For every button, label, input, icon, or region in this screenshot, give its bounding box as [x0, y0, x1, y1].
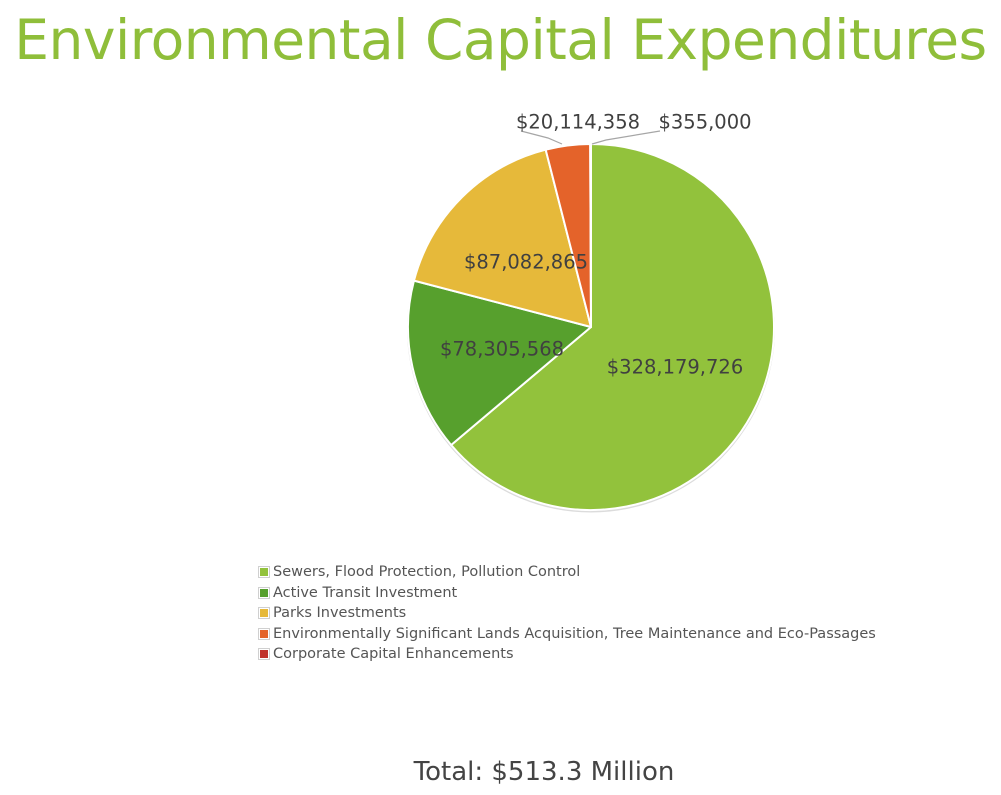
legend-swatch [258, 566, 270, 579]
data-label: $355,000 [658, 111, 751, 134]
chart-legend: Sewers, Flood Protection, Pollution Cont… [258, 562, 876, 665]
pie-slice [589, 142, 592, 328]
pie-slice [407, 279, 592, 447]
legend-label: Environmentally Significant Lands Acquis… [273, 625, 876, 642]
legend-swatch [258, 607, 270, 620]
data-label: $20,114,358 [516, 111, 640, 134]
legend-swatch [258, 627, 270, 640]
legend-swatch [258, 586, 270, 599]
pie-slice [450, 143, 775, 511]
leader-line [520, 130, 563, 145]
pie-slice [412, 148, 592, 328]
legend-swatch [258, 648, 270, 661]
legend-label: Sewers, Flood Protection, Pollution Cont… [273, 564, 581, 581]
legend-label: Active Transit Investment [273, 584, 458, 601]
leader-line [591, 130, 661, 145]
total-label: Total: $513.3 Million [413, 757, 675, 787]
legend-item: Environmentally Significant Lands Acquis… [258, 624, 876, 645]
legend-item: Sewers, Flood Protection, Pollution Cont… [258, 562, 876, 583]
chart-title: Environmental Capital Expenditures [14, 8, 987, 72]
data-label: $87,082,865 [464, 251, 588, 274]
legend-label: Corporate Capital Enhancements [273, 646, 514, 663]
data-label: $78,305,568 [440, 338, 564, 361]
legend-label: Parks Investments [273, 605, 407, 622]
legend-item: Parks Investments [258, 603, 876, 624]
data-label: $328,179,726 [607, 356, 743, 379]
legend-item: Active Transit Investment [258, 583, 876, 604]
legend-item: Corporate Capital Enhancements [258, 644, 876, 665]
